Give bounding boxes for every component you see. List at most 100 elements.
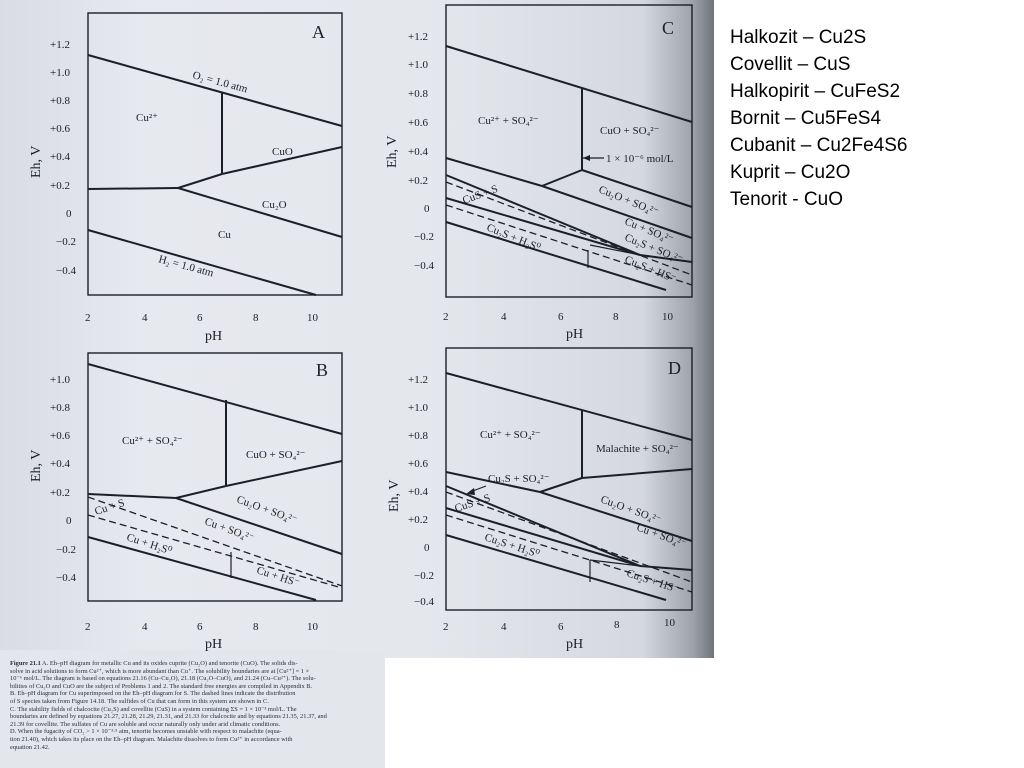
tick-label: +1.2 <box>408 31 428 43</box>
arrow-head <box>583 155 590 161</box>
y-axis-title: Eh, V <box>385 136 400 168</box>
field-label: Cu²⁺ + SO₄²⁻ <box>478 115 539 127</box>
tick-label: 10 <box>307 312 319 324</box>
tick-label: +0.2 <box>50 180 70 192</box>
field-label: CuS + S <box>453 492 492 515</box>
boundary-line <box>639 254 693 263</box>
panel-d-frame <box>445 347 693 611</box>
field-label: Malachite + SO₄²⁻ <box>596 443 679 455</box>
x-axis-title: pH <box>566 327 583 342</box>
legend-item: Covellit – CuS <box>730 54 851 75</box>
boundary-line <box>177 173 223 189</box>
tick-label: −0.2 <box>414 570 434 582</box>
field-label: Cu²⁺ + SO₄²⁻ <box>122 435 183 447</box>
panel-d-x-ticks: 2 4 6 8 10 <box>443 617 676 633</box>
field-label: Cu + S <box>93 497 126 518</box>
panel-a-frame <box>87 12 343 296</box>
boundary-line <box>445 197 641 256</box>
boundary-line <box>541 185 693 239</box>
boundary-line <box>445 157 543 187</box>
boundary-line <box>539 491 693 542</box>
boundary-line <box>581 169 693 208</box>
panel-a-x-ticks: 2 4 6 8 10 <box>85 312 319 324</box>
field-label: CuO <box>272 146 293 158</box>
panel-a-letter: A <box>312 22 325 42</box>
field-label: Cu²⁺ + SO₄²⁻ <box>480 429 541 441</box>
figure-caption: Figure 21.1 A. Eh–pH diagram for metalli… <box>10 660 382 751</box>
tick-label: 2 <box>85 312 91 324</box>
boundary-line <box>539 477 583 493</box>
boundary-line <box>87 229 317 296</box>
figure-label: Figure 21.1 <box>10 660 41 667</box>
tick-label: +0.2 <box>408 175 428 187</box>
tick-label: +0.4 <box>408 486 428 498</box>
panel-a-y-ticks: +1.2 +1.0 +0.8 +0.6 +0.4 +0.2 0 −0.2 −0.… <box>50 39 76 277</box>
panel-b-y-ticks: +1.0 +0.8 +0.6 +0.4 +0.2 0 −0.2 −0.4 <box>50 374 76 584</box>
dashed-sulfur-line <box>445 514 693 593</box>
tick-label: 8 <box>613 311 619 323</box>
tick-label: 0 <box>424 542 430 554</box>
panel-b-frame <box>87 352 343 602</box>
boundary-line <box>445 45 693 123</box>
field-label: CuO + SO₄²⁻ <box>600 125 660 137</box>
panel-c: C +1.2 +1.0 +0.8 +0.6 +0.4 +0.2 0 −0.2 −… <box>385 4 693 342</box>
panel-c-x-ticks: 2 4 6 8 10 <box>443 311 674 323</box>
field-label: Cu₂S + SO₄²⁻ <box>488 473 550 485</box>
x-axis-title: pH <box>205 637 222 652</box>
caption-line: A. Eh–pH diagram for metallic Cu and its… <box>42 660 298 667</box>
tick-label: 4 <box>501 311 507 323</box>
panel-d: D +1.2 +1.0 +0.8 +0.6 +0.4 +0.2 0 −0.2 −… <box>387 347 693 652</box>
caption-line: D. When the fugacity of CO₂ > 1 × 10⁻³·⁵… <box>10 728 282 736</box>
tick-label: 0 <box>424 203 430 215</box>
panel-c-letter: C <box>662 18 674 38</box>
tick-label: +0.8 <box>50 402 70 414</box>
caption-line: 21.39 for covellite. The sulfates of Cu … <box>10 720 281 728</box>
panel-d-letter: D <box>668 358 681 378</box>
tick-label: 10 <box>662 311 674 323</box>
tick-label: 0 <box>66 515 72 527</box>
caption-line: B. Eh–pH diagram for Cu superimposed on … <box>10 690 296 698</box>
legend-item: Bornit – Cu5FeS4 <box>730 108 882 129</box>
tick-label: 8 <box>614 619 620 631</box>
boundary-line <box>445 372 693 441</box>
tick-label: −0.2 <box>56 236 76 248</box>
x-axis-title: pH <box>205 329 222 344</box>
panel-d-y-ticks: +1.2 +1.0 +0.8 +0.6 +0.4 +0.2 0 −0.2 −0.… <box>408 374 434 608</box>
tick-label: −0.2 <box>414 231 434 243</box>
tick-label: +1.2 <box>408 374 428 386</box>
field-label: Cu²⁺ <box>136 112 158 124</box>
tick-label: +1.0 <box>50 67 70 79</box>
arrow-head <box>466 488 475 495</box>
boundary-line <box>445 471 541 493</box>
y-axis-title: Eh, V <box>29 450 44 482</box>
boundary-line <box>445 174 641 256</box>
boundary-line <box>541 169 583 187</box>
field-label: Cu + SO₄²⁻ <box>203 516 256 545</box>
boundary-line <box>445 534 667 601</box>
field-label: Cu₂O <box>262 199 287 211</box>
caption-scan <box>0 650 385 768</box>
caption-line: C. The stability fields of chalcocite (C… <box>10 705 297 713</box>
legend-item: Halkopirit – CuFeS2 <box>730 81 901 102</box>
tick-label: 6 <box>558 311 564 323</box>
tick-label: +0.4 <box>408 146 428 158</box>
boundary-line <box>445 485 641 567</box>
dashed-sulfur-line <box>87 496 343 587</box>
boundary-line <box>445 507 641 567</box>
caption-line: solve in acid solutions to form Cu²⁺, wh… <box>10 667 310 675</box>
boundary-line <box>221 146 343 175</box>
tick-label: +1.0 <box>50 374 70 386</box>
boundary-line <box>445 221 667 291</box>
tick-label: +1.2 <box>50 39 70 51</box>
field-label: Cu₂O + SO₄²⁻ <box>597 184 660 219</box>
boundary-line <box>639 565 693 571</box>
panel-b: B +1.0 +0.8 +0.6 +0.4 +0.2 0 −0.2 −0.4 E… <box>29 352 343 652</box>
x-axis-title: pH <box>566 637 583 652</box>
caption-line: boundaries are defined by equations 21.2… <box>10 713 327 721</box>
field-label: Cu <box>218 229 231 241</box>
tick-label: +0.2 <box>408 514 428 526</box>
tick-label: +0.6 <box>50 123 70 135</box>
tick-label: 8 <box>253 312 259 324</box>
legend-item: Tenorit - CuO <box>730 189 843 210</box>
line-label: 1 × 10⁻⁶ mol/L <box>606 153 674 165</box>
